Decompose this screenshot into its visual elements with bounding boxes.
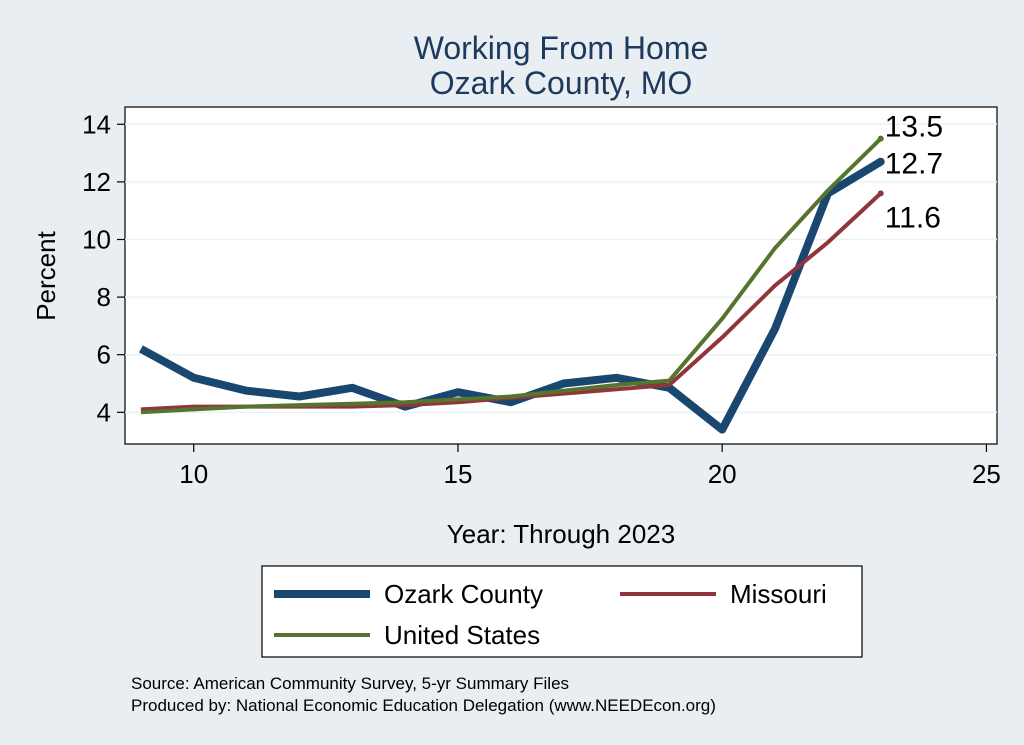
series-end-point xyxy=(876,157,885,166)
end-value-label: 12.7 xyxy=(885,148,943,181)
chart-subtitle: Ozark County, MO xyxy=(430,65,693,101)
y-axis-label: Percent xyxy=(31,230,61,320)
source-line: Source: American Community Survey, 5-yr … xyxy=(131,674,569,693)
legend-label: United States xyxy=(384,620,540,650)
chart-title: Working From Home xyxy=(414,30,709,66)
series-line-ozark-county xyxy=(138,158,883,434)
x-axis-label: Year: Through 2023 xyxy=(447,519,675,549)
series-end-point xyxy=(877,135,884,142)
legend-label: Missouri xyxy=(730,579,827,609)
x-tick-label: 25 xyxy=(972,459,1001,489)
x-tick-label: 20 xyxy=(708,459,737,489)
produced-by-line: Produced by: National Economic Education… xyxy=(131,696,716,715)
end-value-label: 13.5 xyxy=(885,111,943,144)
gridlines xyxy=(125,123,997,414)
y-tick-label: 12 xyxy=(82,167,111,197)
y-axis-ticks: 4 6 8 10 12 14 xyxy=(82,109,125,427)
x-tick-label: 15 xyxy=(443,459,472,489)
series-line-united-states xyxy=(140,137,883,415)
end-labels: 12.7 11.6 13.5 xyxy=(885,111,943,235)
y-tick-label: 10 xyxy=(82,224,111,254)
legend: Ozark County Missouri United States xyxy=(274,579,827,650)
legend-box xyxy=(261,565,863,658)
y-tick-label: 14 xyxy=(82,109,111,139)
x-tick-label: 10 xyxy=(179,459,208,489)
y-tick-label: 8 xyxy=(97,282,111,312)
series-end-point xyxy=(877,190,884,197)
end-value-label: 11.6 xyxy=(885,201,941,234)
legend-label: Ozark County xyxy=(384,579,543,609)
series-lines xyxy=(138,135,885,434)
x-axis-ticks: 10 15 20 25 xyxy=(179,444,1001,489)
y-tick-label: 6 xyxy=(97,340,111,370)
y-tick-label: 4 xyxy=(97,397,111,427)
